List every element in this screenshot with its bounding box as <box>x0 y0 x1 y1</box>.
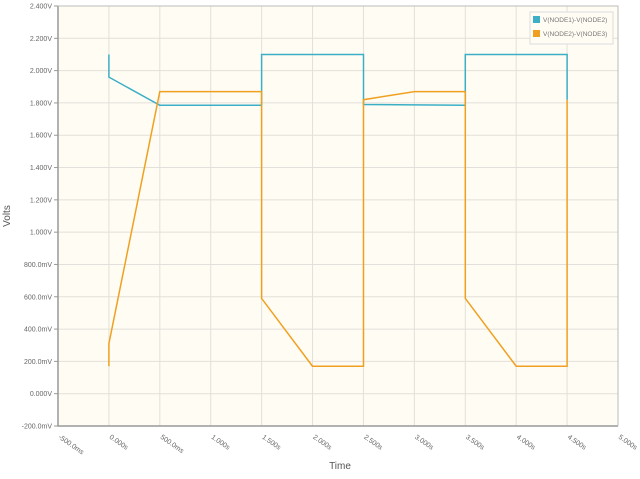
legend-label: V(NODE2)-V(NODE3) <box>543 31 607 38</box>
y-tick-label: 1.000V <box>30 230 53 237</box>
legend: V(NODE1)-V(NODE2) V(NODE2)-V(NODE3) <box>529 11 614 45</box>
legend-swatch <box>533 30 540 37</box>
y-tick-label: 2.400V <box>30 4 53 11</box>
y-tick-label: 2.000V <box>30 68 53 75</box>
x-tick-label: 4.500s <box>566 434 588 452</box>
x-tick-label: -500.0ms <box>57 434 85 457</box>
series-lines <box>108 53 568 367</box>
y-tick-label: -200.0mV <box>22 424 53 431</box>
y-tick-label: 600.0mV <box>24 294 52 301</box>
x-tick-label: 500.0ms <box>159 434 185 455</box>
x-axis-label: Time <box>329 461 351 472</box>
y-axis-label: Volts <box>2 205 13 227</box>
y-tick-label: 1.200V <box>30 197 53 204</box>
x-tick-label: 5.000s <box>617 434 639 452</box>
y-tick-label: 1.800V <box>30 100 53 107</box>
y-tick-label: 200.0mV <box>24 359 52 366</box>
y-tick-label: 2.200V <box>30 36 53 43</box>
legend-swatch <box>533 16 540 23</box>
x-ticks: -500.0ms 0.000s 500.0ms 1.000s 1.500s 2.000s 2… <box>57 434 639 457</box>
y-tick-label: 1.400V <box>30 165 53 172</box>
x-tick-label: 0.000s <box>108 434 130 452</box>
y-tick-label: 1.600V <box>30 133 53 140</box>
legend-label: V(NODE1)-V(NODE2) <box>543 17 607 24</box>
plot-frame-right <box>58 5 619 426</box>
series-line <box>108 90 568 367</box>
x-tick-label: 4.000s <box>515 434 537 452</box>
plot-frame <box>57 6 618 427</box>
y-tick-label: 400.0mV <box>24 327 52 334</box>
plot-area <box>58 6 618 426</box>
x-tick-label: 1.500s <box>260 434 282 452</box>
x-tick-label: 3.000s <box>413 434 435 452</box>
x-tick-label: 3.500s <box>464 434 486 452</box>
y-tick-label: 800.0mV <box>24 262 52 269</box>
x-tick-label: 2.500s <box>362 434 384 452</box>
series-line <box>108 53 568 107</box>
y-tick-label: 0.000V <box>30 391 53 398</box>
x-tick-label: 2.000s <box>311 434 333 452</box>
x-tick-label: 1.000s <box>210 434 232 452</box>
y-ticks: -200.0mV 0.000V 200.0mV 400.0mV 600.0mV 800.0… <box>22 4 58 431</box>
